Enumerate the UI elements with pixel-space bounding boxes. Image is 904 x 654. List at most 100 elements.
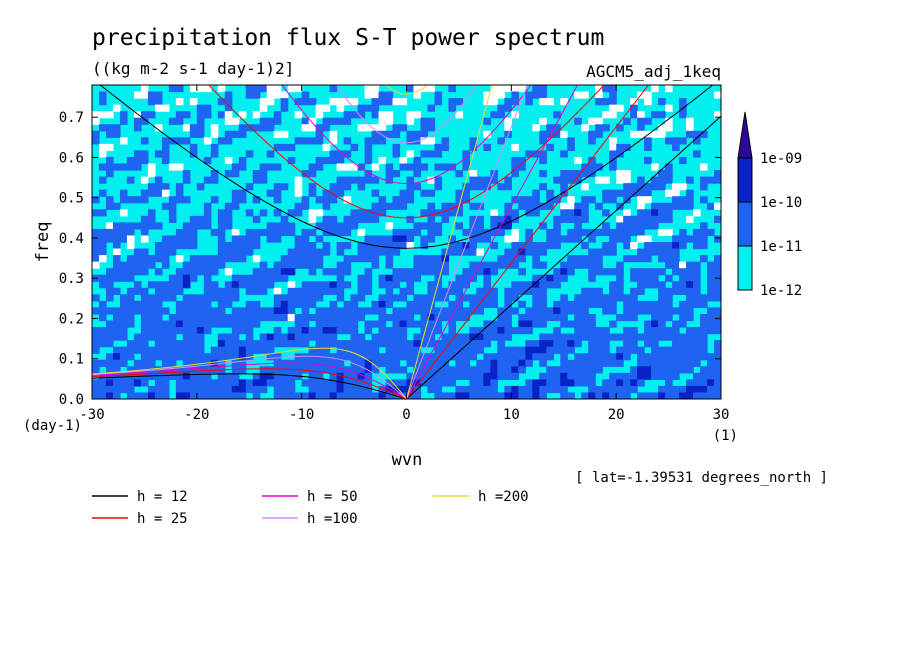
heatmap-cell: [196, 183, 205, 191]
heatmap-cell: [672, 202, 680, 210]
heatmap-cell: [385, 130, 394, 138]
heatmap-cell: [455, 189, 464, 197]
heatmap-cell: [595, 353, 603, 361]
heatmap-cell: [392, 307, 401, 315]
heatmap-cell: [378, 156, 387, 165]
heatmap-cell: [609, 137, 617, 145]
heatmap-cell: [252, 91, 261, 99]
heatmap-cell: [434, 320, 443, 328]
heatmap-cell: [224, 242, 233, 250]
heatmap-cell: [427, 379, 436, 387]
heatmap-cell: [224, 91, 233, 99]
heatmap-cell: [511, 261, 519, 269]
heatmap-cell: [700, 196, 708, 204]
heatmap-cell: [525, 228, 533, 237]
heatmap-cell: [686, 327, 694, 335]
heatmap-cell: [378, 385, 387, 394]
heatmap-cell: [252, 320, 261, 328]
heatmap-cell: [371, 366, 380, 374]
heatmap-cell: [413, 353, 422, 361]
heatmap-cell: [469, 228, 477, 237]
heatmap-cell: [92, 235, 100, 243]
heatmap-cell: [245, 242, 254, 250]
heatmap-cell: [287, 307, 296, 315]
heatmap-cell: [378, 359, 387, 367]
heatmap-cell: [532, 242, 540, 250]
heatmap-cell: [427, 137, 436, 145]
heatmap-cell: [315, 281, 324, 289]
heatmap-cell: [357, 333, 366, 341]
heatmap-cell: [462, 366, 470, 374]
heatmap-cell: [357, 124, 366, 132]
heatmap-cell: [98, 143, 107, 152]
heatmap-cell: [448, 313, 457, 322]
heatmap-cell: [511, 392, 519, 399]
heatmap-cell: [441, 248, 450, 256]
heatmap-cell: [630, 294, 638, 302]
heatmap-cell: [448, 379, 457, 387]
heatmap-cell: [714, 346, 721, 354]
heatmap-cell: [469, 183, 477, 191]
heatmap-cell: [434, 222, 443, 230]
heatmap-cell: [343, 228, 352, 237]
heatmap-cell: [399, 274, 408, 282]
heatmap-cell: [322, 392, 331, 399]
heatmap-cell: [252, 307, 261, 315]
heatmap-cell: [462, 346, 470, 354]
heatmap-cell: [315, 333, 324, 341]
heatmap-cell: [329, 98, 338, 106]
heatmap-cell: [273, 268, 282, 276]
heatmap-cell: [504, 124, 512, 132]
heatmap-cell: [539, 281, 547, 289]
heatmap-cell: [532, 124, 540, 132]
x-tick-label: -10: [289, 407, 314, 423]
heatmap-cell: [455, 353, 464, 361]
heatmap-cell: [266, 150, 275, 158]
heatmap-cell: [413, 300, 422, 309]
heatmap-cell: [532, 346, 540, 354]
heatmap-cell: [539, 372, 547, 380]
heatmap-cell: [700, 353, 708, 361]
heatmap-cell: [560, 353, 568, 361]
heatmap-cell: [329, 327, 338, 335]
heatmap-cell: [644, 274, 652, 282]
heatmap-cell: [119, 300, 128, 309]
heatmap-cell: [637, 268, 645, 276]
heatmap-cell: [112, 385, 121, 394]
heatmap-cell: [441, 215, 450, 223]
heatmap-cell: [497, 346, 505, 354]
heatmap-cell: [168, 85, 177, 93]
heatmap-cell: [623, 143, 631, 152]
heatmap-cell: [672, 242, 680, 250]
heatmap-cell: [693, 385, 701, 394]
heatmap-cell: [448, 202, 457, 210]
heatmap-cell: [602, 333, 610, 341]
heatmap-cell: [112, 130, 121, 138]
heatmap-cell: [406, 242, 415, 250]
colorbar-label: 1e-10: [760, 195, 802, 211]
heatmap-cell: [504, 313, 512, 322]
heatmap-cell: [665, 366, 673, 374]
heatmap-cell: [161, 104, 170, 112]
heatmap-cell: [175, 228, 184, 237]
heatmap-cell: [217, 215, 226, 223]
heatmap-cell: [441, 392, 450, 399]
heatmap-cell: [560, 209, 568, 217]
heatmap-cell: [490, 261, 498, 269]
heatmap-cell: [686, 340, 694, 348]
heatmap-cell: [105, 340, 114, 348]
heatmap-cell: [616, 261, 624, 269]
heatmap-cell: [371, 359, 380, 367]
heatmap-cell: [476, 235, 484, 243]
heatmap-cell: [238, 340, 247, 348]
heatmap-cell: [630, 183, 638, 191]
heatmap-cell: [665, 209, 673, 217]
heatmap-cell: [595, 385, 603, 394]
heatmap-cell: [406, 176, 415, 184]
heatmap-cell: [686, 130, 694, 138]
heatmap-cell: [196, 268, 205, 276]
heatmap-cell: [315, 235, 324, 243]
heatmap-cell: [336, 307, 345, 315]
heatmap-cell: [525, 307, 533, 315]
heatmap-cell: [126, 346, 135, 354]
